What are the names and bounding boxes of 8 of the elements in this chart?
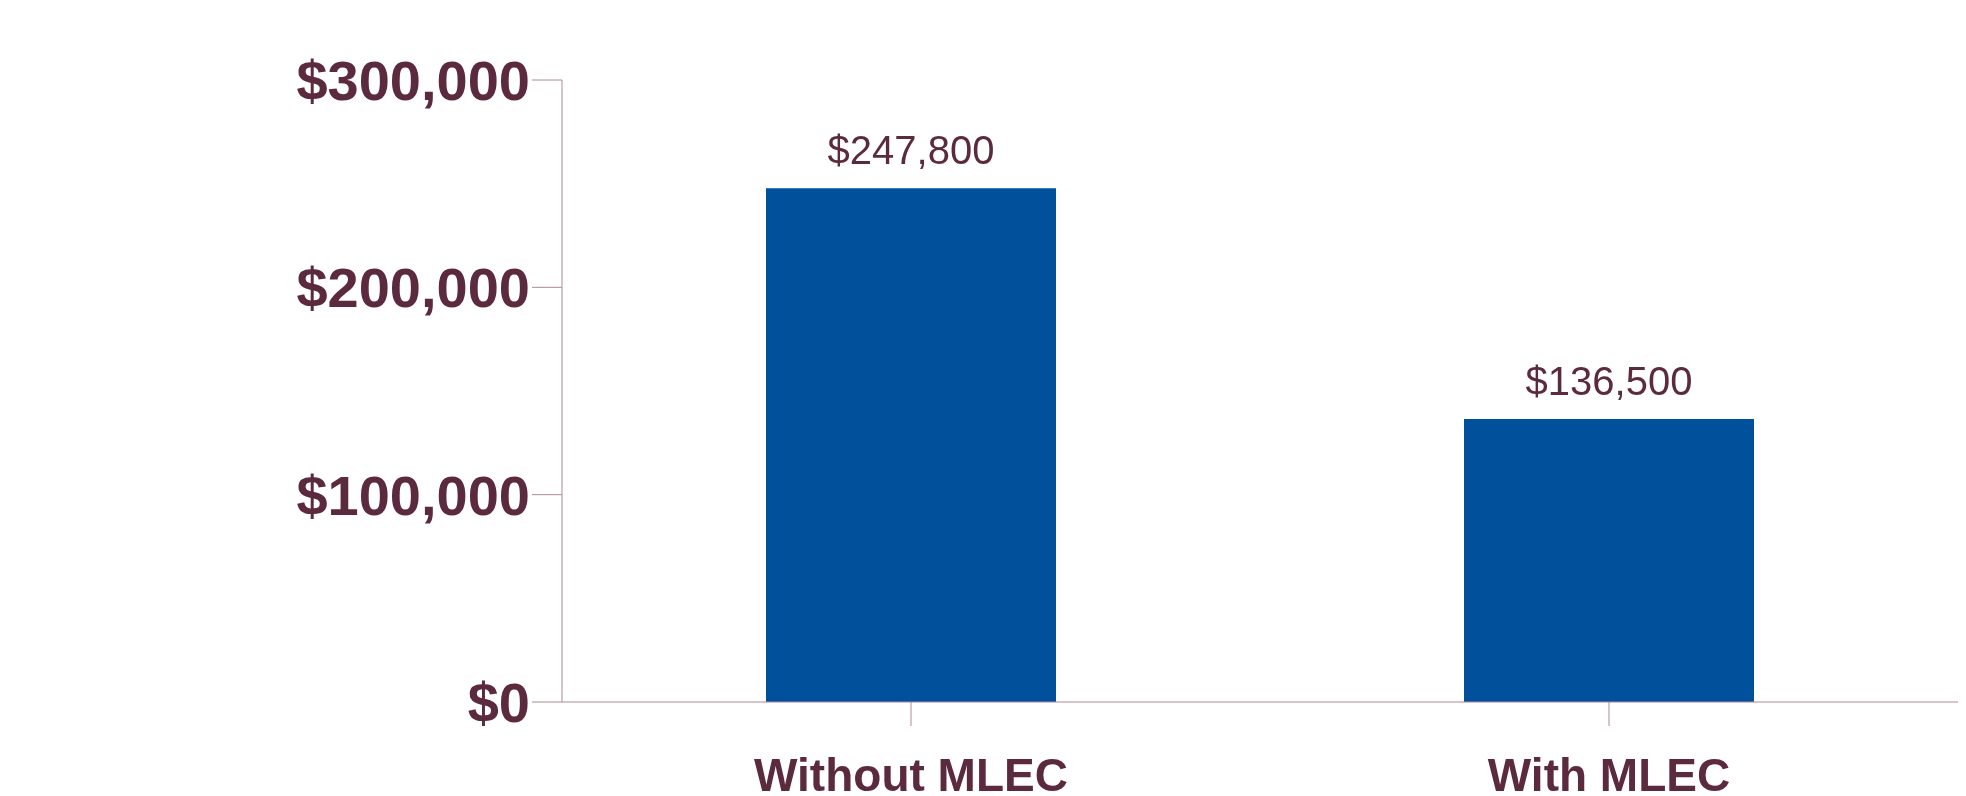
y-tick-label: $0 [467,670,530,734]
x-tick-label: Without MLEC [754,748,1068,796]
data-label: $247,800 [827,128,995,173]
y-tick-label: $200,000 [296,256,530,320]
y-tick-label: $100,000 [296,463,530,527]
x-tick-label: With MLEC [1487,748,1731,796]
y-tick-label: $300,000 [296,48,530,112]
data-label: $136,500 [1525,358,1693,403]
